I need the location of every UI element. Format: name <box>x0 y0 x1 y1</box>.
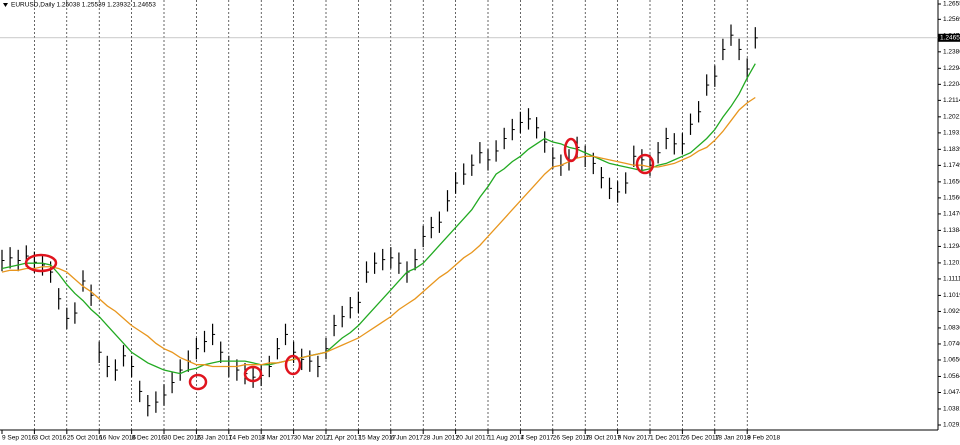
x-tick-label: 8 Mar 2017 <box>261 435 294 442</box>
x-tick-label: 21 Apr 2017 <box>326 435 361 442</box>
y-tick-label: 1.22940 <box>943 65 960 72</box>
x-tick-label: 25 Oct 2016 <box>67 435 103 442</box>
y-tick-label: 1.03815 <box>943 406 960 413</box>
x-tick-label: 26 Sep 2017 <box>553 435 590 442</box>
x-tick-label: 9 Feb 2018 <box>747 435 780 442</box>
y-tick-label: 1.20215 <box>943 114 960 121</box>
x-tick-label: 18 Jan 2018 <box>715 435 751 442</box>
x-tick-label: 14 Feb 2017 <box>229 435 266 442</box>
circle-annotation <box>563 137 579 163</box>
circle-annotation <box>284 354 302 376</box>
y-tick-label: 1.17490 <box>943 162 960 169</box>
x-tick-label: 20 Jul 2017 <box>456 435 490 442</box>
chart-title: EURUSD,Daily 1.25038 1.25539 1.23932 1.2… <box>11 2 156 9</box>
x-tick-label: 30 Mar 2017 <box>294 435 331 442</box>
x-tick-label: 15 May 2017 <box>358 435 396 442</box>
moving-average <box>1 96 756 368</box>
y-tick-label: 1.09290 <box>943 308 960 315</box>
circle-annotation <box>243 365 263 383</box>
y-tick-label: 1.02915 <box>943 422 960 429</box>
y-tick-label: 1.22040 <box>943 81 960 88</box>
y-tick-label: 1.12015 <box>943 260 960 267</box>
y-tick-label: 1.06565 <box>943 357 960 364</box>
y-tick-label: 1.12940 <box>943 243 960 250</box>
y-tick-label: 1.16565 <box>943 179 960 186</box>
y-tick-label: 1.21140 <box>943 97 960 104</box>
current-price-box <box>938 33 960 42</box>
x-tick-label: 23 Jan 2017 <box>196 435 232 442</box>
x-tick-label: 4 Sep 2017 <box>520 435 554 442</box>
x-tick-label: 11 Aug 2017 <box>488 435 524 442</box>
y-tick-label: 1.26550 <box>943 1 960 8</box>
x-tick-label: 30 Dec 2016 <box>164 435 201 442</box>
circle-annotation <box>635 153 655 175</box>
x-tick-label: 3 Oct 2016 <box>34 435 66 442</box>
x-tick-label: 1 Dec 2017 <box>650 435 684 442</box>
y-tick-label: 1.15665 <box>943 195 960 202</box>
y-tick-label: 1.18390 <box>943 146 960 153</box>
y-tick-label: 1.11115 <box>943 276 960 283</box>
y-tick-label: 1.25690 <box>943 16 960 23</box>
y-tick-label: 1.10190 <box>943 292 960 299</box>
circle-annotation <box>188 373 208 391</box>
x-tick-label: 9 Nov 2017 <box>618 435 652 442</box>
x-tick-label: 9 Sep 2016 <box>2 435 36 442</box>
y-tick-label: 1.07465 <box>943 341 960 348</box>
y-tick-label: 1.04740 <box>943 389 960 396</box>
y-tick-label: 1.23865 <box>943 49 960 56</box>
current-price-label: 1.24653 <box>940 35 960 42</box>
circle-annotation <box>24 253 58 273</box>
x-tick-label: 16 Nov 2016 <box>99 435 136 442</box>
y-tick-label: 1.08365 <box>943 325 960 332</box>
x-tick-label: 18 Oct 2017 <box>585 435 621 442</box>
y-tick-label: 1.19315 <box>943 130 960 137</box>
moving-average <box>1 63 756 375</box>
y-tick-label: 1.14765 <box>943 211 960 218</box>
menu-icon[interactable] <box>3 3 8 7</box>
y-tick-label: 1.13840 <box>943 227 960 234</box>
x-tick-label: 28 Jun 2017 <box>423 435 459 442</box>
x-tick-label: 26 Dec 2017 <box>682 435 719 442</box>
x-tick-label: 8 Dec 2016 <box>132 435 166 442</box>
x-tick-label: 6 Jun 2017 <box>391 435 424 442</box>
annotations <box>24 137 655 391</box>
y-tick-label: 1.05640 <box>943 373 960 380</box>
